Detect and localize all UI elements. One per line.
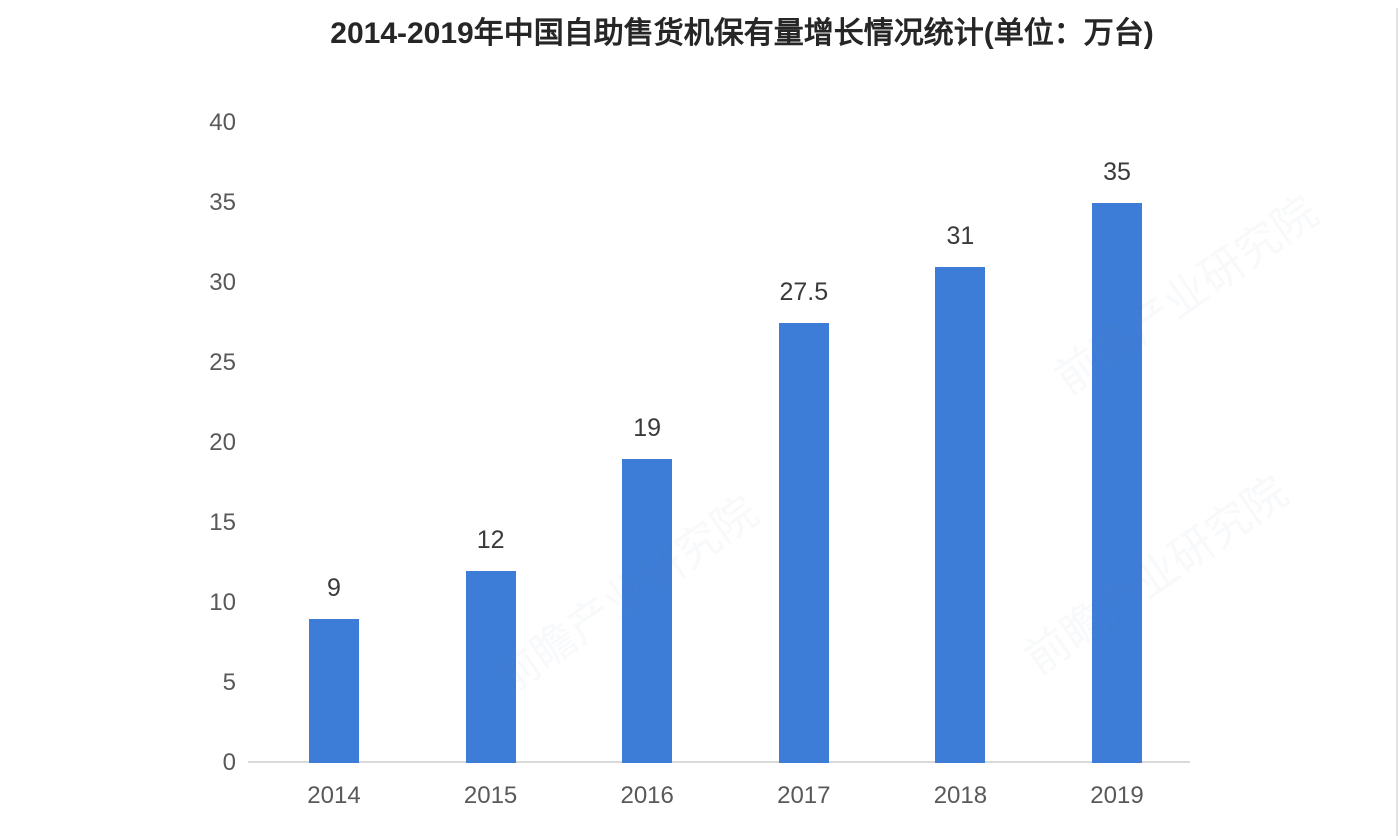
value-label-2016: 19 xyxy=(633,414,662,442)
x-axis-line xyxy=(248,761,1190,763)
y-tick-label: 10 xyxy=(209,589,236,616)
bar-2017 xyxy=(778,323,829,763)
right-edge-line xyxy=(1396,8,1398,836)
y-tick-label: 5 xyxy=(222,669,236,696)
value-label-2017: 27.5 xyxy=(779,278,829,306)
x-tick-label-2019: 2019 xyxy=(1090,782,1144,809)
value-label-2015: 12 xyxy=(476,526,505,554)
bar-2019 xyxy=(1092,203,1142,763)
y-tick-label: 25 xyxy=(209,349,236,376)
y-tick-label: 40 xyxy=(209,109,236,136)
value-label-2018: 31 xyxy=(946,222,975,250)
y-tick-label: 15 xyxy=(209,509,236,536)
chart-title: 2014-2019年中国自助售货机保有量增长情况统计(单位：万台) xyxy=(330,17,1154,50)
y-tick-label: 0 xyxy=(222,749,236,776)
bar-2014 xyxy=(309,619,359,763)
y-tick-label: 30 xyxy=(209,269,236,296)
bar-2015 xyxy=(465,571,516,763)
x-tick-label-2018: 2018 xyxy=(933,782,988,809)
value-label-2014: 9 xyxy=(327,574,341,602)
y-tick-label: 35 xyxy=(209,189,236,216)
x-tick-label-2016: 2016 xyxy=(620,782,674,809)
x-tick-label-2017: 2017 xyxy=(777,782,831,809)
bar-2016 xyxy=(622,459,673,763)
x-tick-label-2015: 2015 xyxy=(463,782,518,809)
y-tick-label: 20 xyxy=(209,429,236,456)
x-tick-label-2014: 2014 xyxy=(307,782,361,809)
bar-2018 xyxy=(935,267,986,763)
value-label-2019: 35 xyxy=(1103,158,1131,186)
